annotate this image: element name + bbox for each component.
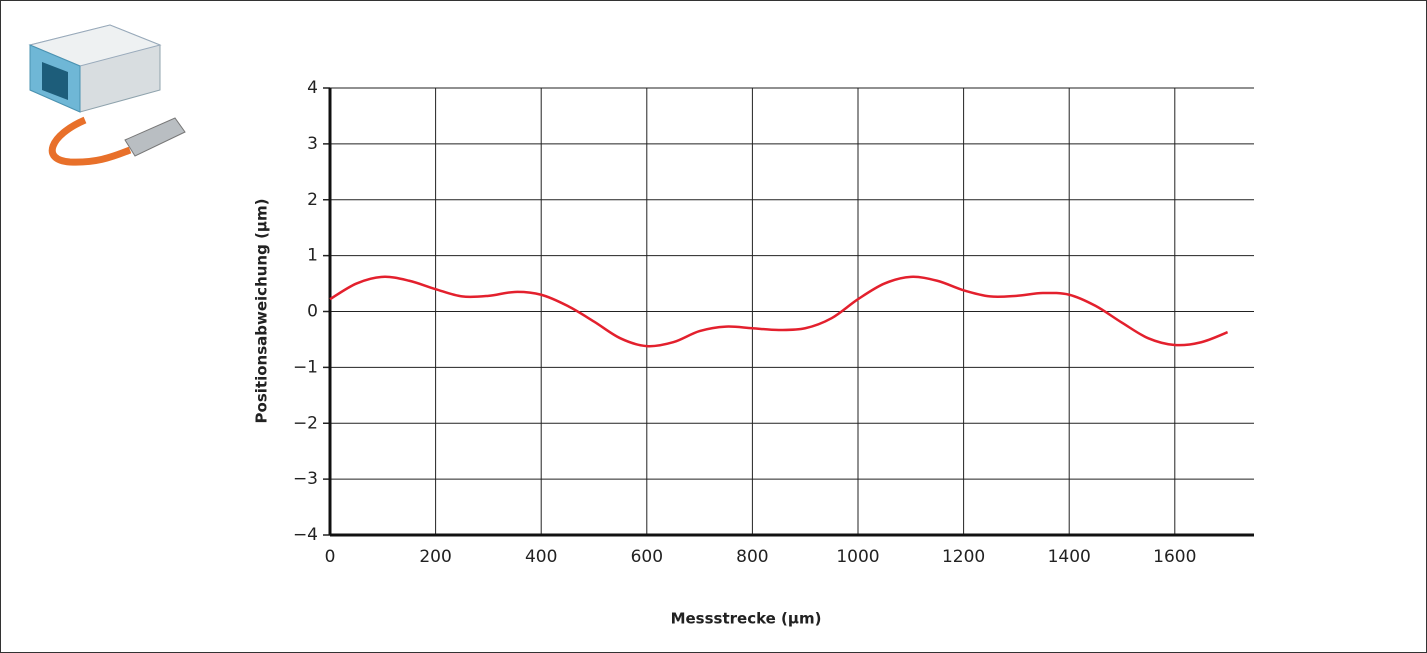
- x-tick-label: 1400: [1048, 547, 1091, 567]
- x-tick-label: 1200: [942, 547, 985, 567]
- y-tick-label: −2: [293, 413, 318, 433]
- y-tick-label: 0: [307, 302, 318, 322]
- x-tick-label: 600: [631, 547, 663, 567]
- x-tick-label: 400: [525, 547, 557, 567]
- y-axis-title: Positionsabweichung (µm): [253, 199, 271, 424]
- x-tick-label: 800: [736, 547, 768, 567]
- x-tick-label: 0: [325, 547, 336, 567]
- product-image: [28, 24, 186, 166]
- y-tick-label: −4: [293, 525, 318, 545]
- x-tick-label: 1600: [1153, 547, 1196, 567]
- y-tick-label: 3: [307, 134, 318, 154]
- y-tick-label: 4: [307, 78, 318, 98]
- x-axis-title: Messstrecke (µm): [671, 610, 822, 628]
- y-tick-label: 2: [307, 190, 318, 210]
- y-tick-label: −1: [293, 357, 318, 377]
- y-tick-label: 1: [307, 246, 318, 266]
- x-tick-label: 200: [419, 547, 451, 567]
- y-tick-label: −3: [293, 469, 318, 489]
- data-line: [329, 275, 1229, 348]
- x-tick-label: 1000: [836, 547, 879, 567]
